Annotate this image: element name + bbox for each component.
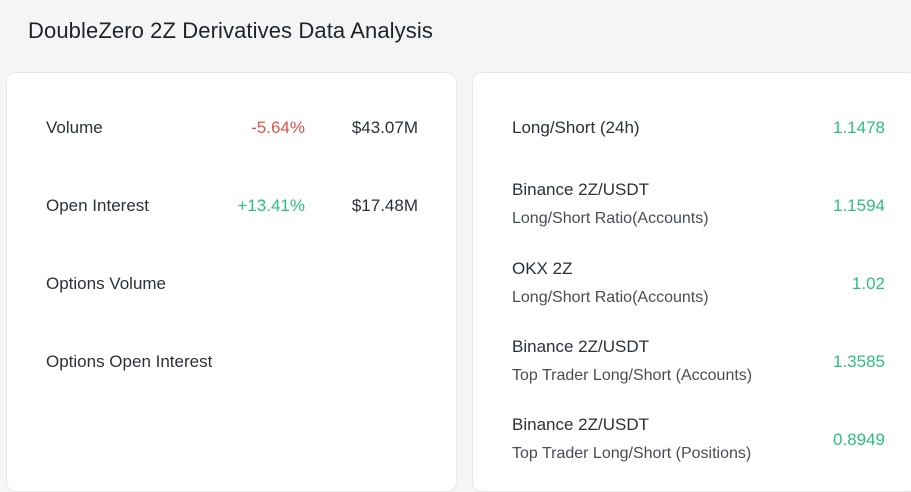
volume-row: Volume -5.64% $43.07M [7, 108, 458, 148]
open-interest-change: +13.41% [237, 196, 305, 215]
volume-label: Volume [46, 118, 103, 137]
binance-top-trader-positions-subtitle: Top Trader Long/Short (Positions) [512, 445, 752, 462]
open-interest-value: $17.48M [351, 196, 418, 215]
options-open-interest-label: Options Open Interest [46, 352, 213, 371]
options-open-interest-row: Options Open Interest [7, 342, 458, 382]
options-volume-label: Options Volume [46, 274, 167, 293]
long-short-24h-label: Long/Short (24h) [512, 118, 640, 137]
volume-value: $43.07M [351, 118, 418, 137]
okx-accounts-title: OKX 2Z [512, 259, 573, 278]
binance-accounts-subtitle: Long/Short Ratio(Accounts) [512, 210, 709, 227]
binance-top-trader-accounts-title: Binance 2Z/USDT [512, 337, 649, 356]
open-interest-row: Open Interest +13.41% $17.48M [7, 186, 458, 226]
okx-accounts-subtitle: Long/Short Ratio(Accounts) [512, 289, 709, 306]
spot-metrics-card: Volume -5.64% $43.07M Open Interest +13.… [6, 72, 457, 492]
binance-accounts-title: Binance 2Z/USDT [512, 180, 649, 199]
binance-top-trader-positions-title: Binance 2Z/USDT [512, 415, 649, 434]
binance-accounts-value: 1.1594 [833, 196, 885, 215]
volume-change: -5.64% [251, 118, 305, 137]
binance-top-trader-positions-value: 0.8949 [833, 430, 885, 449]
binance-top-trader-accounts-value: 1.3585 [833, 352, 885, 371]
options-volume-row: Options Volume [7, 264, 458, 304]
okx-accounts-value: 1.02 [851, 274, 885, 293]
binance-top-trader-accounts-subtitle: Top Trader Long/Short (Accounts) [512, 367, 753, 384]
long-short-card: Long/Short (24h) 1.1478 Binance 2Z/USDT … [472, 72, 911, 492]
open-interest-label: Open Interest [46, 196, 150, 215]
page-title: DoubleZero 2Z Derivatives Data Analysis [28, 18, 433, 43]
long-short-24h-value: 1.1478 [833, 118, 885, 137]
